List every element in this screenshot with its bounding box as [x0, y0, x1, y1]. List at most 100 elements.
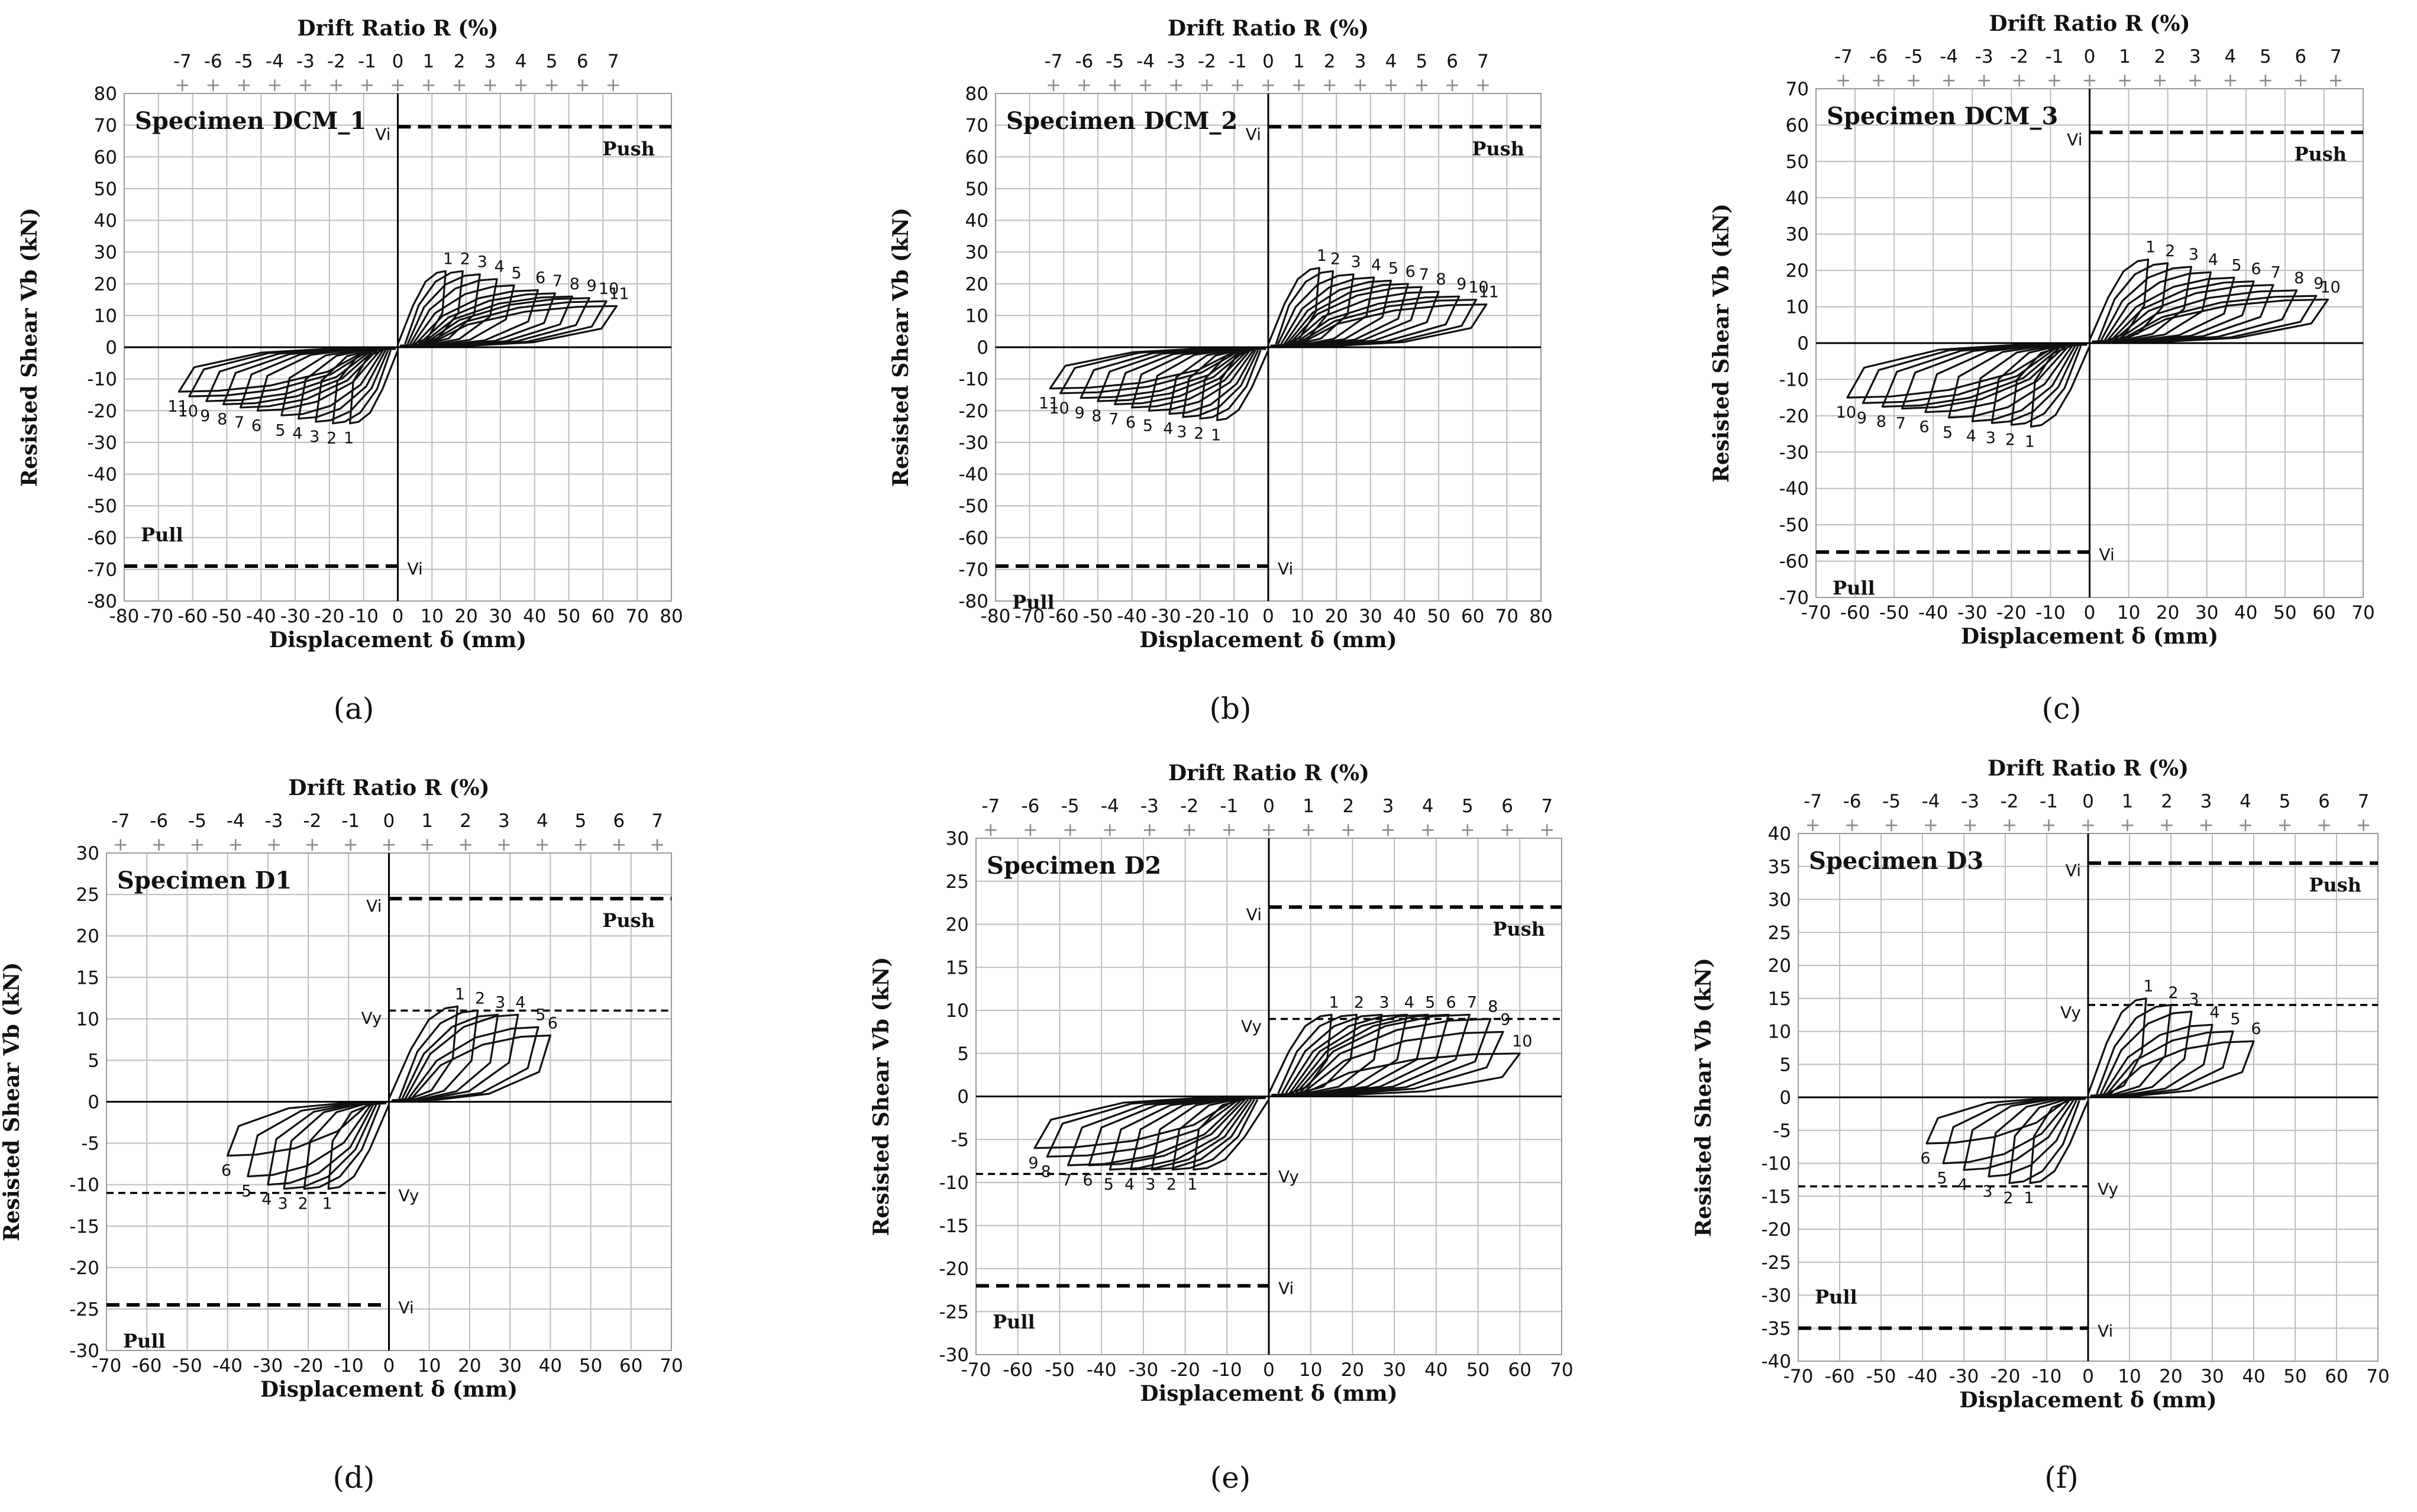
push-label: Push: [1472, 137, 1524, 160]
cycle-label-neg: 6: [251, 416, 261, 435]
drift-tick-label: 7: [1477, 51, 1489, 72]
drift-tick-label: -2: [1198, 51, 1216, 72]
drift-tick-label: -2: [1180, 796, 1198, 817]
drift-tick-mark: +: [1836, 70, 1851, 91]
cycle-curve-pos: [2094, 271, 2212, 343]
y-tick-label: 5: [88, 1050, 99, 1071]
drift-tick-mark: +: [382, 834, 397, 855]
drift-tick-label: -6: [1021, 796, 1039, 817]
cycle-label-pos: 3: [2189, 245, 2199, 264]
x-tick-label: -70: [1783, 1366, 1814, 1387]
drift-tick-mark: +: [1261, 819, 1277, 841]
drift-tick-mark: +: [1261, 75, 1276, 96]
x-tick-label: 60: [2312, 602, 2335, 623]
drift-tick-label: -2: [2010, 46, 2028, 67]
x-tick-label: -30: [1949, 1366, 1979, 1387]
cycle-label-pos: 6: [2251, 260, 2261, 279]
drift-tick-mark: +: [113, 834, 128, 855]
x-tick-label: 40: [2242, 1366, 2265, 1387]
x-tick-label: 70: [660, 1355, 683, 1377]
y-tick-label: -10: [87, 369, 117, 390]
cycle-curve-pos: [402, 278, 498, 347]
ref-line-label: Vi: [399, 1298, 414, 1317]
y-tick-label: 50: [1786, 151, 1809, 173]
y-tick-label: -30: [87, 432, 117, 454]
cycle-label-neg: 3: [1986, 429, 1996, 447]
panel-caption: (a): [334, 692, 374, 726]
y-tick-label: -10: [958, 369, 988, 390]
cycle-curve-pos: [393, 1013, 499, 1101]
drift-tick-mark: +: [1976, 70, 1992, 91]
drift-tick-mark: +: [2356, 815, 2371, 836]
drift-tick-label: -7: [1804, 791, 1822, 812]
y-tick-label: -15: [1761, 1186, 1791, 1207]
x-tick-label: -20: [1170, 1359, 1200, 1381]
drift-tick-label: -2: [327, 51, 345, 72]
drift-tick-label: 2: [2161, 791, 2173, 812]
ref-line-label: Vi: [2067, 130, 2082, 150]
cycle-label-neg: 7: [1109, 411, 1119, 429]
drift-tick-mark: +: [2012, 70, 2027, 91]
cycle-label-neg: 4: [1163, 420, 1173, 438]
cycle-curve-pos: [394, 1013, 519, 1101]
cycle-label-pos: 2: [475, 989, 485, 1007]
x-tick-label: -10: [2032, 1366, 2062, 1387]
drift-tick-mark: +: [1046, 75, 1061, 96]
y-tick-label: -30: [1779, 442, 1809, 463]
y-tick-label: -20: [69, 1258, 99, 1279]
drift-tick-mark: +: [1420, 819, 1436, 841]
drift-tick-mark: +: [298, 75, 313, 96]
ref-line-label: Vi: [366, 896, 382, 916]
drift-tick-label: 7: [1541, 796, 1553, 817]
drift-axis-title: Drift Ratio R (%): [1988, 756, 2189, 781]
drift-tick-label: 0: [2082, 791, 2094, 812]
cycle-label-neg: 7: [1896, 415, 1906, 433]
drift-tick-mark: +: [267, 75, 282, 96]
x-tick-label: -20: [1996, 602, 2027, 623]
drift-axis-title: Drift Ratio R (%): [1989, 11, 2190, 36]
cycle-curve-pos: [1277, 1017, 1492, 1096]
y-tick-label: 30: [76, 843, 99, 864]
x-tick-label: -70: [1801, 602, 1831, 623]
y-tick-label: 20: [946, 915, 969, 936]
specimen-title: Specimen D2: [987, 852, 1161, 880]
cycle-label-neg: 11: [1039, 395, 1059, 413]
y-tick-label: 10: [94, 305, 117, 327]
y-tick-label: 60: [965, 147, 988, 168]
y-tick-label: 30: [1786, 224, 1809, 245]
drift-tick-mark: +: [1138, 75, 1153, 96]
drift-tick-mark: +: [1941, 70, 1957, 91]
cycle-curve-pos: [1272, 276, 1375, 347]
y-axis-title: Resisted Shear Vb (kN): [1691, 958, 1716, 1237]
specimen-title: Specimen D3: [1809, 847, 1983, 875]
cycle-label-pos: 9: [587, 277, 597, 295]
panel-caption: (d): [332, 1461, 374, 1495]
cycle-curve-pos: [1277, 303, 1488, 347]
drift-tick-label: -5: [188, 810, 206, 832]
drift-tick-mark: +: [483, 75, 498, 96]
cycle-label-pos: 8: [1488, 998, 1498, 1016]
cycle-label-pos: 7: [2270, 264, 2280, 282]
cycle-label-neg: 5: [1104, 1175, 1114, 1194]
cycle-label-neg: 8: [1091, 407, 1101, 425]
drift-tick-label: 0: [2084, 46, 2096, 67]
y-tick-label: -10: [939, 1172, 969, 1194]
cycle-label-neg: 1: [2025, 432, 2035, 451]
y-tick-label: -30: [958, 432, 988, 454]
cycle-curve-pos: [406, 305, 618, 347]
y-tick-label: -60: [87, 528, 117, 549]
cycle-label-pos: 3: [2189, 990, 2199, 1009]
drift-tick-label: 3: [484, 51, 496, 72]
cycle-label-pos: 2: [2165, 242, 2175, 260]
x-axis-title: Displacement δ (mm): [260, 1377, 518, 1402]
drift-axis-title: Drift Ratio R (%): [1168, 16, 1369, 41]
drift-tick-mark: +: [1291, 75, 1307, 96]
cycle-curve-pos: [2093, 1030, 2234, 1097]
drift-tick-label: 2: [1324, 51, 1336, 72]
ref-line-label: Vy: [1241, 1017, 1262, 1036]
cycle-label-neg: 6: [221, 1162, 231, 1180]
x-tick-label: 50: [1427, 606, 1450, 627]
drift-tick-label: -5: [235, 51, 253, 72]
cycle-label-neg: 4: [292, 425, 302, 443]
cycle-label-pos: 3: [495, 993, 505, 1012]
